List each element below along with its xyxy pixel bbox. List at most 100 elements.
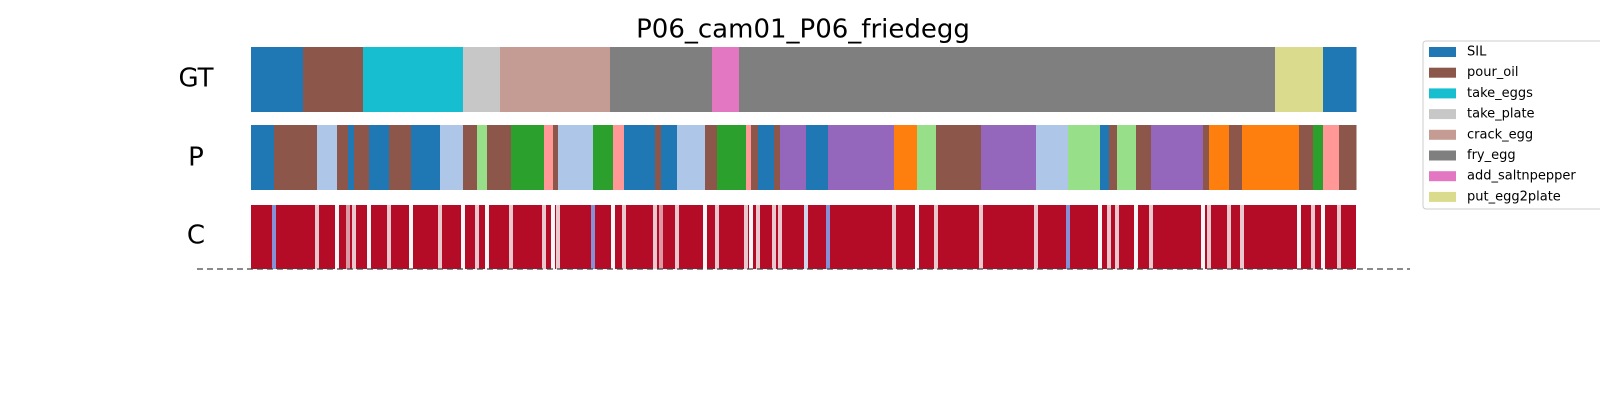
- pred-segment: [1229, 125, 1243, 190]
- conf-stripe: [749, 205, 753, 269]
- conf-stripe: [611, 205, 615, 269]
- gt-segment: [739, 47, 1276, 112]
- legend-label: put_egg2plate: [1467, 189, 1561, 204]
- pred-segment: [1151, 125, 1204, 190]
- pred-segment: [487, 125, 512, 190]
- conf-stripe: [556, 205, 560, 269]
- legend-swatch: [1429, 109, 1456, 120]
- gt-segment: [1275, 47, 1324, 112]
- conf-stripe: [542, 205, 546, 269]
- gt-segment: [303, 47, 364, 112]
- pred-segment: [661, 125, 678, 190]
- pred-segment: [1100, 125, 1110, 190]
- conf-stripe: [892, 205, 896, 269]
- conf-stripe: [1149, 205, 1153, 269]
- pred-segment: [1203, 125, 1210, 190]
- conf-stripe: [979, 205, 983, 269]
- pred-segment: [806, 125, 829, 190]
- pred-segment: [1323, 125, 1340, 190]
- conf-stripe: [272, 205, 276, 269]
- pred-segment: [1209, 125, 1230, 190]
- conf-stripe: [352, 205, 356, 269]
- pred-segment: [553, 125, 559, 190]
- conf-stripe: [509, 205, 513, 269]
- pred-segment: [477, 125, 488, 190]
- conf-stripe: [1297, 205, 1301, 269]
- conf-stripe: [1034, 205, 1038, 269]
- legend-label: crack_egg: [1467, 127, 1533, 142]
- conf-stripe: [1134, 205, 1138, 269]
- pred-segment: [389, 125, 412, 190]
- legend-swatch: [1429, 88, 1456, 99]
- pred-segment: [655, 125, 662, 190]
- pred-segment: [440, 125, 464, 190]
- pred-segment: [369, 125, 390, 190]
- conf-stripe: [591, 205, 595, 269]
- pred-segment: [1242, 125, 1300, 190]
- conf-stripe: [551, 205, 555, 269]
- gt-segment: [1323, 47, 1357, 112]
- conf-stripe: [1207, 205, 1211, 269]
- legend-label: SIL: [1467, 45, 1487, 60]
- legend-label: fry_egg: [1467, 148, 1516, 163]
- pred-segment: [354, 125, 370, 190]
- conf-stripe: [703, 205, 707, 269]
- row-label: P: [188, 143, 204, 173]
- gt-segment: [463, 47, 501, 112]
- gt-segment: [712, 47, 740, 112]
- legend-label: take_eggs: [1467, 86, 1533, 101]
- conf-stripe: [335, 205, 339, 269]
- pred-segment: [705, 125, 718, 190]
- conf-stripe: [461, 205, 465, 269]
- pred-segment: [917, 125, 937, 190]
- conf-stripe: [485, 205, 489, 269]
- pred-segment: [1036, 125, 1069, 190]
- conf-stripe: [1240, 205, 1244, 269]
- conf-stripe: [756, 205, 760, 269]
- pred-segment: [463, 125, 478, 190]
- pred-segment: [613, 125, 625, 190]
- conf-stripe: [1098, 205, 1102, 269]
- pred-segment: [411, 125, 441, 190]
- pred-segment: [717, 125, 747, 190]
- pred-segment: [1313, 125, 1324, 190]
- pred-segment: [758, 125, 775, 190]
- conf-stripe: [1066, 205, 1070, 269]
- pred-segment: [593, 125, 614, 190]
- legend-label: pour_oil: [1467, 65, 1518, 80]
- conf-stripe: [475, 205, 479, 269]
- pred-segment: [558, 125, 594, 190]
- pred-segment: [274, 125, 318, 190]
- conf-stripe: [1107, 205, 1111, 269]
- legend-swatch: [1429, 150, 1456, 161]
- pred-segment: [780, 125, 807, 190]
- conf-stripe: [675, 205, 679, 269]
- pred-segment: [1299, 125, 1314, 190]
- conf-stripe: [1337, 205, 1341, 269]
- pred-segment: [936, 125, 982, 190]
- legend-label: add_saltnpepper: [1467, 169, 1576, 184]
- pred-segment: [348, 125, 355, 190]
- gt-segment: [251, 47, 304, 112]
- pred-segment: [746, 125, 752, 190]
- pred-segment: [828, 125, 895, 190]
- conf-stripe: [1115, 205, 1119, 269]
- pred-segment: [251, 125, 275, 190]
- row-label: C: [187, 221, 205, 251]
- conf-stripe: [826, 205, 830, 269]
- pred-segment: [511, 125, 545, 190]
- conf-stripe: [409, 205, 413, 269]
- conf-stripe: [346, 205, 350, 269]
- conf-stripe: [715, 205, 719, 269]
- conf-stripe: [744, 205, 748, 269]
- legend-swatch: [1429, 171, 1456, 182]
- legend-swatch: [1429, 191, 1456, 202]
- pred-segment: [1136, 125, 1152, 190]
- gt-segment: [363, 47, 464, 112]
- pred-segment: [337, 125, 349, 190]
- gt-segment: [610, 47, 713, 112]
- conf-stripe: [1321, 205, 1325, 269]
- pred-segment: [1117, 125, 1137, 190]
- legend-swatch: [1429, 67, 1456, 78]
